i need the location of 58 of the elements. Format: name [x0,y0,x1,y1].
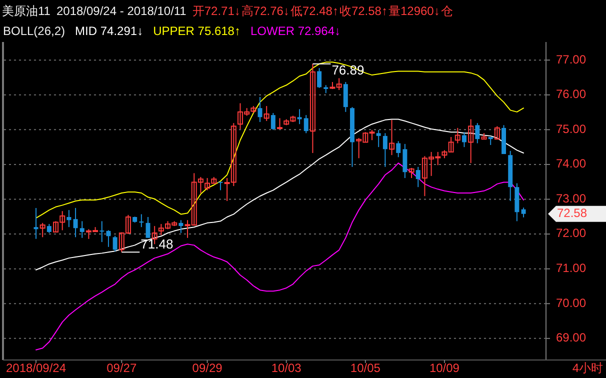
y-tick-label: 73.00 [556,191,586,206]
candlestick [100,220,104,243]
candlestick [270,112,276,131]
x-tick-label: 09/27 [106,361,137,376]
candlestick [521,207,526,218]
text: 72.58 [557,206,588,220]
text: 4小时 [572,361,603,376]
candlestick [46,223,52,234]
y-tick-label: 69.00 [556,330,586,345]
y-tick-label: 77.00 [556,52,586,66]
candlestick [139,214,144,228]
candlestick [454,127,460,144]
x-tick-label: 2018/09/24 [6,361,66,376]
candlestick [468,118,474,164]
candlestick [264,106,270,122]
y-tick-label: 71.00 [556,261,586,276]
y-tick-label: 70.00 [556,296,586,310]
candlestick [396,140,401,158]
candlestick [297,108,302,125]
text: MID 74.291↓ [75,24,144,38]
candlestick [402,143,408,179]
annotation: 71.48 [140,236,174,252]
candlestick [416,166,420,188]
header: 美原油11 2018/09/24 - 2018/10/11 开72.71↓高72.76↓低72.48↑收72.58↑量12960↓仓 [2,4,453,18]
text: UPPER 75.618↑ [153,24,240,38]
y-tick-label: 75.00 [556,122,586,136]
candlestick [343,82,348,112]
x-tick-label: 10/05 [350,361,381,376]
candlestick [112,235,118,252]
y-tick-label: 76.00 [556,87,586,102]
candlestick [462,132,466,148]
candlestick [475,122,480,144]
candlestick [494,126,500,140]
x-tick-label: 09/29 [192,361,223,376]
text: LOWER 72.964↓ [250,24,341,38]
y-tick-label: 72.00 [556,226,586,240]
candlestick [146,216,150,238]
x-tick-label: 10/09 [429,361,460,376]
candlestick [66,210,72,228]
candlestick [376,130,381,148]
candlestick [310,63,316,154]
candlestick [73,207,78,238]
candlestick [389,119,395,156]
candlestick [317,68,322,88]
candlestick [277,118,283,130]
annotation: 76.89 [332,62,364,78]
legend-title: BOLL(26,2) [3,24,66,38]
candlestick [382,132,388,168]
line-series [36,62,524,219]
candlestick [304,114,308,134]
y-tick-label: 74.00 [556,156,586,171]
candlestick [106,230,111,248]
candlestick [408,167,414,179]
x-tick-label: 10/03 [271,361,302,376]
candlestick [80,220,84,238]
candlestick [40,222,46,238]
candlestick [178,220,184,234]
line-series [36,118,524,270]
